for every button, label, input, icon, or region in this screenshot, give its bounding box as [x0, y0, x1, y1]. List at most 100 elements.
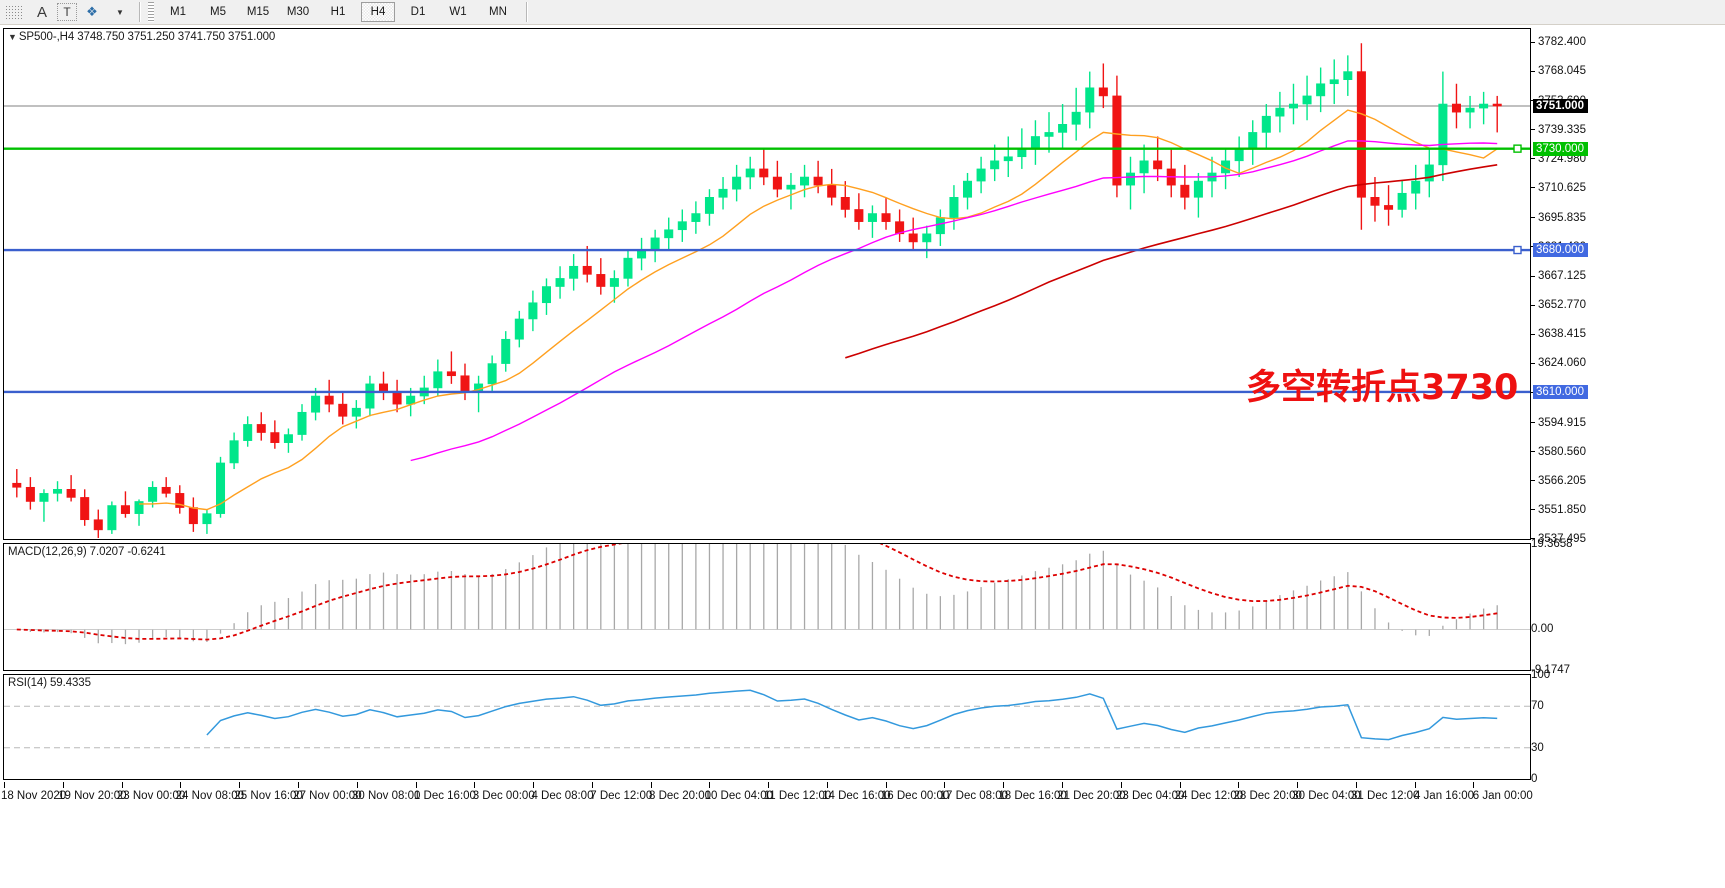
time-axis-separator: [650, 782, 652, 788]
time-axis-separator: [298, 782, 300, 788]
time-axis-label: 3 Dec 00:00: [472, 790, 535, 802]
macd-axis-tick: 19.3658: [1531, 538, 1573, 550]
price-axis-tick: 3624.060: [1531, 357, 1586, 369]
time-axis-separator: [1355, 782, 1357, 788]
timeframe-m5[interactable]: M5: [210, 6, 226, 18]
time-axis-label: 28 Dec 20:00: [1233, 790, 1302, 802]
green-level-tag[interactable]: 3730.000: [1533, 141, 1588, 156]
objects-dropdown-caret-icon[interactable]: ▼: [116, 7, 124, 17]
chart-area: ▼ SP500-,H4 3748.750 3751.250 3741.750 37…: [0, 25, 1725, 888]
rsi-pane[interactable]: RSI(14) 59.4335: [3, 674, 1531, 780]
time-axis-separator: [885, 782, 887, 788]
time-axis-label: 17 Dec 08:00: [939, 790, 1009, 802]
price-pane-label: ▼ SP500-,H4 3748.750 3751.250 3741.750 37…: [8, 31, 276, 43]
price-axis-tick: 3652.770: [1531, 299, 1586, 311]
price-axis-tick-label: 3566.205: [1538, 474, 1586, 487]
price-axis[interactable]: 3782.4003768.0453753.6903739.3353724.980…: [1531, 28, 1725, 785]
price-axis-tick-label: 3652.770: [1538, 299, 1586, 312]
time-axis-label: 23 Dec 04:00: [1115, 790, 1185, 802]
time-axis-separator: [1120, 782, 1122, 788]
timeframe-w1[interactable]: W1: [449, 6, 467, 18]
price-axis-tick-label: 3710.625: [1538, 181, 1586, 194]
rsi-axis-tick-label: 0: [1531, 773, 1538, 785]
price-axis-tick-label: 3638.415: [1538, 328, 1586, 341]
price-axis-tick: 3710.625: [1531, 182, 1586, 194]
time-axis-label: 1 Dec 16:00: [413, 790, 476, 802]
price-axis-tick: 3695.835: [1531, 212, 1586, 224]
time-axis-separator: [826, 782, 828, 788]
time-axis-label: 30 Nov 08:00: [351, 790, 421, 802]
timeframe-h1[interactable]: H1: [330, 6, 346, 18]
macd-axis-tick-label: 19.3658: [1531, 538, 1573, 550]
last-price-tag[interactable]: 3751.000: [1533, 99, 1588, 114]
time-axis-label: 16 Dec 00:00: [880, 790, 950, 802]
time-axis-label: 14 Dec 16:00: [822, 790, 891, 802]
timeframe-h4[interactable]: H4: [361, 2, 395, 22]
toolbar-divider-2: [526, 2, 528, 22]
time-axis-label: 8 Dec 20:00: [649, 790, 712, 802]
toolbar-grip[interactable]: [148, 2, 154, 22]
rsi-axis-tick-label: 100: [1531, 669, 1551, 681]
timeframe-m30[interactable]: M30: [286, 6, 310, 18]
time-axis-separator: [239, 782, 241, 788]
time-axis-separator: [709, 782, 711, 788]
rsi-pane-label: RSI(14) 59.4335: [8, 677, 91, 689]
rsi-axis-tick: 30: [1531, 742, 1544, 754]
time-axis-separator: [768, 782, 770, 788]
time-axis-separator: [415, 782, 417, 788]
time-axis-separator: [1238, 782, 1240, 788]
price-axis-tick-label: 3537.495: [1538, 533, 1586, 545]
time-axis-label: 10 Dec 04:00: [704, 790, 773, 802]
macd-axis-tick-label: -9.1747: [1531, 664, 1571, 676]
timeframe-mn[interactable]: MN: [489, 6, 507, 18]
time-axis-label: 24 Nov 08:00: [175, 790, 245, 802]
price-axis-tick-label: 3695.835: [1538, 211, 1586, 224]
text-label-icon[interactable]: A: [36, 3, 47, 21]
price-axis-tick: 3594.915: [1531, 417, 1586, 429]
rsi-axis-tick-label: 30: [1531, 741, 1544, 754]
time-axis-separator: [1062, 782, 1064, 788]
time-axis-label: 4 Jan 16:00: [1413, 790, 1475, 802]
objects-icon[interactable]: ❖: [86, 4, 98, 19]
collapse-arrow-icon[interactable]: ▼: [8, 32, 17, 42]
time-axis-separator: [180, 782, 182, 788]
price-axis-tick: 3580.560: [1531, 446, 1586, 458]
time-axis-separator: [1297, 782, 1299, 788]
text-box-icon[interactable]: T: [57, 3, 77, 21]
price-axis-tick-label: 3667.125: [1538, 270, 1586, 283]
time-axis-label: 23 Nov 00:00: [116, 790, 186, 802]
toolbar-divider: [139, 2, 141, 22]
time-axis-label: 18 Nov 2020: [0, 790, 67, 802]
price-axis-tick: 3566.205: [1531, 475, 1586, 487]
macd-axis-tick-label: 0.00: [1531, 623, 1554, 636]
time-axis-label: 4 Dec 08:00: [531, 790, 594, 802]
time-axis-label: 27 Nov 00:00: [293, 790, 362, 802]
blue-level-tag-upper[interactable]: 3680.000: [1533, 243, 1588, 258]
price-axis-tick-label: 3551.850: [1538, 503, 1586, 516]
macd-pane-label: MACD(12,26,9) 7.0207 -0.6241: [8, 546, 166, 558]
timeframe-d1[interactable]: D1: [410, 6, 426, 18]
time-axis-label: 25 Nov 16:00: [234, 790, 303, 802]
time-axis-separator: [4, 782, 6, 788]
time-axis-label: 7 Dec 12:00: [590, 790, 653, 802]
price-axis-tick: 3537.495: [1531, 533, 1586, 545]
time-axis[interactable]: 18 Nov 2020 19 Nov 20:00 23 Nov 00:00 24 No…: [0, 782, 1533, 810]
timeframe-m15[interactable]: M15: [246, 6, 270, 18]
price-axis-tick: 3667.125: [1531, 270, 1586, 282]
time-axis-separator: [533, 782, 535, 788]
time-axis-label: 11 Dec 12:00: [763, 790, 832, 802]
time-axis-label: 19 Nov 20:00: [58, 790, 127, 802]
price-axis-tick-label: 3768.045: [1538, 65, 1586, 78]
chart-toolbar: A T ❖ ▼ M1 M5 M15 M30 H1 H4 D1 W1 MN: [0, 0, 1725, 25]
blue-level-tag-lower[interactable]: 3610.000: [1533, 384, 1588, 399]
time-axis-separator: [474, 782, 476, 788]
macd-pane[interactable]: MACD(12,26,9) 7.0207 -0.6241: [3, 543, 1531, 671]
price-pane[interactable]: ▼ SP500-,H4 3748.750 3751.250 3741.750 37…: [3, 28, 1531, 540]
timeframe-m1[interactable]: M1: [170, 6, 186, 18]
chart-annotation-text: 多空转折点3730: [1246, 368, 1519, 408]
time-axis-separator: [1414, 782, 1416, 788]
price-axis-tick: 3638.415: [1531, 328, 1586, 340]
time-axis-label: 30 Dec 04:00: [1292, 790, 1361, 802]
crosshair-f-icon[interactable]: [1, 1, 27, 23]
